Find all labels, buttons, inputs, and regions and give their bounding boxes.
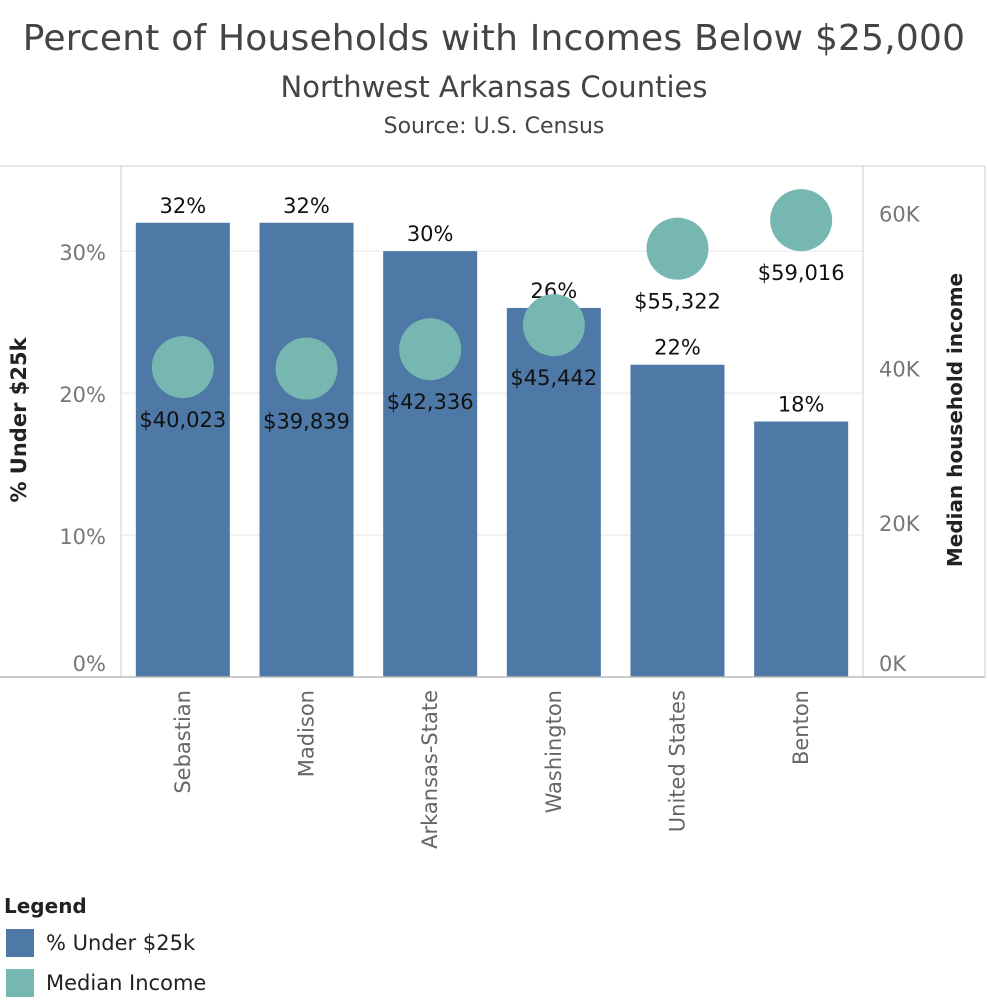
legend-label-circles: Median Income	[46, 971, 207, 995]
bar	[506, 307, 601, 677]
legend-label-bars: % Under $25k	[46, 931, 196, 955]
chart-source: Source: U.S. Census	[383, 114, 605, 139]
chart-subtitle: Northwest Arkansas Counties	[280, 70, 708, 104]
bar	[383, 251, 478, 677]
legend-swatch-bars	[6, 929, 34, 957]
left-tick-label: 20%	[59, 383, 106, 407]
median-income-circle	[275, 337, 338, 400]
bar	[259, 222, 354, 677]
median-income-circle	[522, 294, 585, 357]
median-income-label: $59,016	[758, 261, 845, 285]
median-income-label: $55,322	[634, 290, 721, 314]
left-axis-title: % Under $25k	[7, 336, 31, 502]
legend-title: Legend	[4, 894, 87, 918]
right-tick-label: 20K	[879, 512, 921, 536]
bar	[135, 222, 230, 677]
bar	[630, 364, 725, 677]
right-tick-label: 40K	[879, 357, 921, 381]
category-label: Benton	[789, 690, 813, 765]
median-income-circle	[770, 189, 833, 252]
median-income-label: $40,023	[139, 408, 226, 432]
legend-swatch-circles	[6, 969, 34, 997]
median-income-label: $39,839	[263, 410, 350, 434]
bar-value-label: 22%	[654, 336, 701, 360]
median-income-circle	[151, 336, 214, 399]
bar-value-label: 30%	[407, 222, 454, 246]
median-income-circle	[646, 217, 709, 280]
bar	[754, 421, 849, 677]
chart-title: Percent of Households with Incomes Below…	[22, 18, 966, 59]
left-tick-label: 10%	[59, 525, 106, 549]
dual-axis-chart: 0% 10% 20% 30% 0K 20K 40K 60K 32% Sebastian 32% Mad…	[0, 165, 986, 849]
median-income-label: $42,336	[387, 390, 474, 414]
right-tick-label: 0K	[879, 652, 907, 676]
right-axis-title: Median household income	[943, 273, 967, 567]
left-tick-label: 0%	[73, 652, 106, 676]
median-income-label: $45,442	[510, 366, 597, 390]
category-label: Arkansas-State	[418, 690, 442, 849]
category-label: Madison	[295, 690, 319, 777]
legend-item-circles[interactable]: Median Income	[6, 968, 206, 998]
left-tick-label: 30%	[59, 241, 106, 265]
category-label: Washington	[542, 690, 566, 813]
category-label: Sebastian	[171, 690, 195, 794]
bar-value-label: 32%	[159, 194, 206, 218]
bar-value-label: 32%	[283, 194, 330, 218]
category-label: United States	[666, 690, 690, 832]
median-income-circle	[399, 318, 462, 381]
right-tick-label: 60K	[879, 202, 921, 226]
legend-item-bars[interactable]: % Under $25k	[6, 928, 195, 958]
bar-value-label: 18%	[778, 393, 825, 417]
